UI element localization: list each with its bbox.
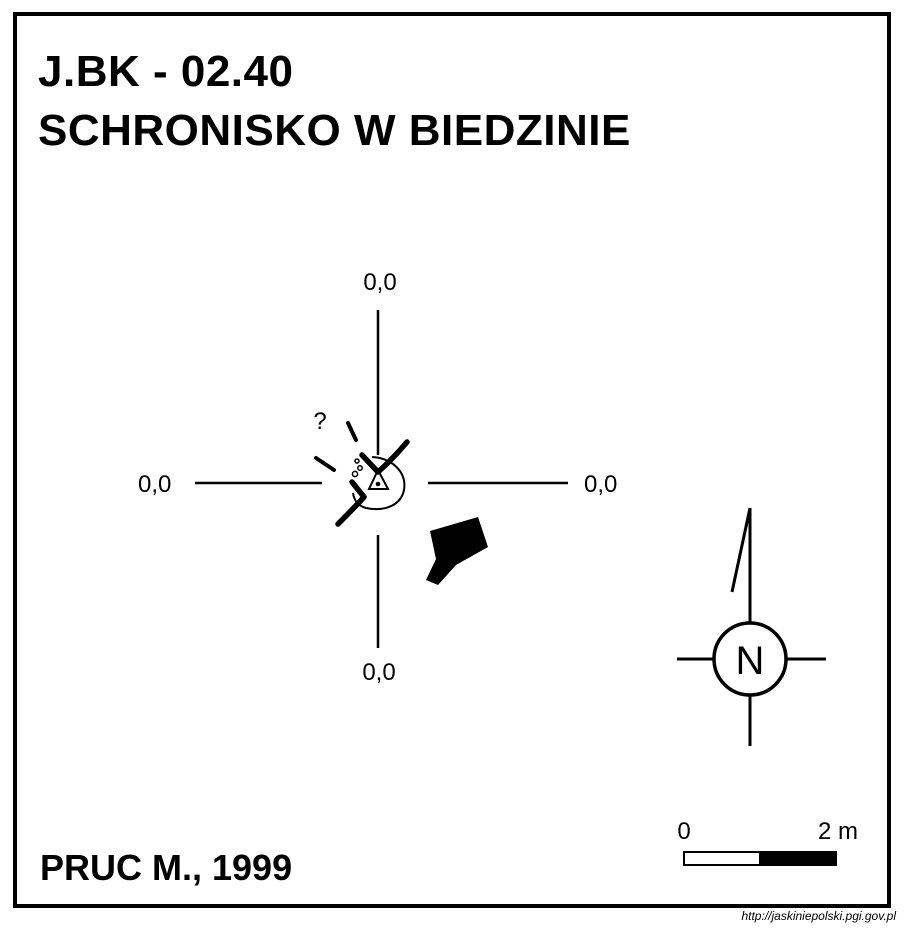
survey-point-dot xyxy=(375,481,381,487)
profile-label-top: 0,0 xyxy=(363,269,396,296)
scale-end-label: 2 m xyxy=(818,818,858,845)
scale-segment-white xyxy=(683,851,761,866)
north-arrow-tip xyxy=(730,507,752,593)
cave-code-title: J.BK - 02.40 xyxy=(38,47,294,96)
rubble-stone xyxy=(354,458,360,464)
author-credit: PRUC M., 1999 xyxy=(40,847,293,888)
profile-label-bottom: 0,0 xyxy=(362,659,395,686)
uncertain-wall-left xyxy=(314,456,336,472)
rubble-stone xyxy=(357,465,363,471)
uncertain-wall-top xyxy=(346,421,358,442)
profile-label-right: 0,0 xyxy=(584,471,617,498)
profile-label-left: 0,0 xyxy=(138,471,171,498)
entrance-arrow xyxy=(426,517,488,585)
unexplored-question-mark: ? xyxy=(313,408,326,435)
map-frame xyxy=(13,12,891,908)
cave-wall-upper xyxy=(359,439,410,475)
source-url: http://jaskiniepolski.pgi.gov.pl xyxy=(741,909,896,923)
scale-bar: 0 2 m xyxy=(677,818,858,866)
scale-segment-black xyxy=(759,851,837,866)
cave-outline: ? xyxy=(313,408,410,527)
cave-name-title: SCHRONISKO W BIEDZINIE xyxy=(38,106,631,155)
scale-start-label: 0 xyxy=(677,818,690,845)
north-letter: N xyxy=(736,639,765,683)
north-circle xyxy=(712,621,788,697)
rubble-symbols xyxy=(351,458,363,478)
section-lines xyxy=(195,310,568,648)
north-arrow: N xyxy=(677,507,826,746)
rubble-stone xyxy=(351,470,359,478)
cave-wall-lower xyxy=(335,479,367,527)
survey-point-triangle xyxy=(367,467,390,490)
